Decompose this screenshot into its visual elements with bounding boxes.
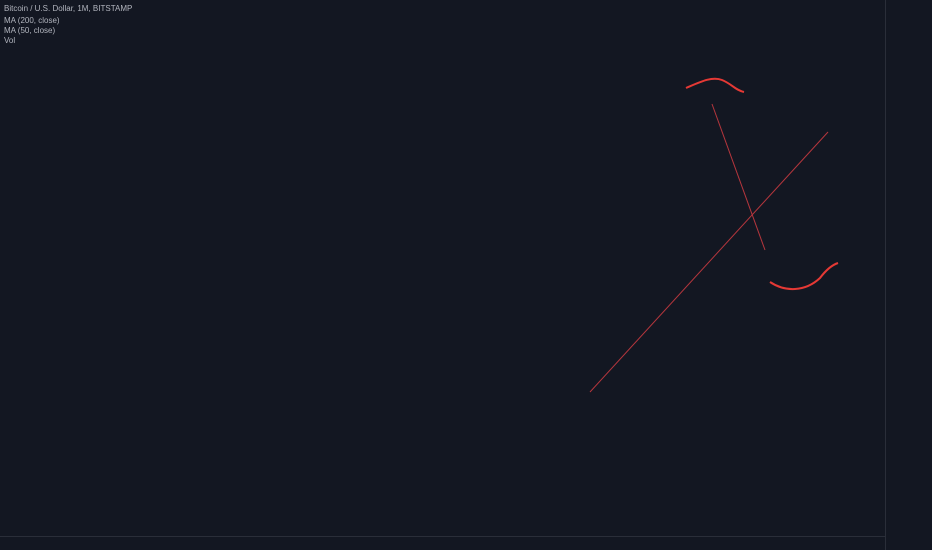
trend-line bbox=[589, 131, 829, 393]
drawing-scribble bbox=[769, 262, 839, 290]
drawing-scribble bbox=[685, 77, 745, 93]
indicator-label: MA (200, close) bbox=[4, 16, 60, 25]
indicator-label: Vol bbox=[4, 36, 15, 45]
chart-title: Bitcoin / U.S. Dollar, 1M, BITSTAMP bbox=[4, 4, 132, 13]
indicator-label: MA (50, close) bbox=[4, 26, 55, 35]
trend-line bbox=[711, 103, 766, 251]
